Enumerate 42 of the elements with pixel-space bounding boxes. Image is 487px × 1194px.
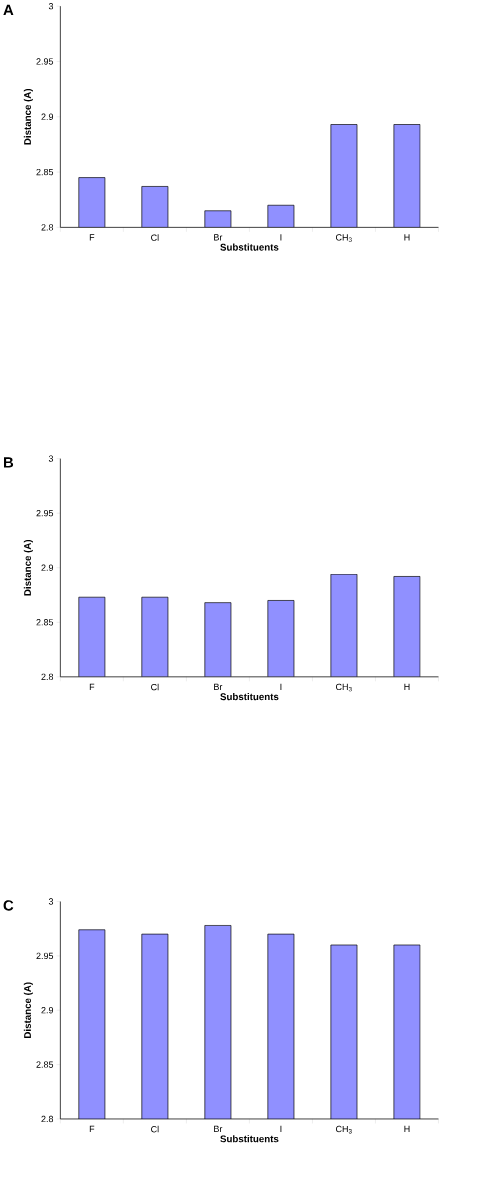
- x-tick-label: F: [89, 1125, 95, 1133]
- y-tick-label: 2.85: [36, 1061, 53, 1068]
- y-tick-label: 2.95: [36, 952, 53, 960]
- x-tick-label: Cl: [150, 234, 159, 241]
- y-axis-title: Distance (A): [23, 539, 33, 596]
- x-tick-label: F: [89, 234, 95, 241]
- y-tick-label: 2.95: [36, 510, 53, 517]
- y-tick-label: 3: [48, 455, 53, 462]
- x-tick-label: CH$_{3}$: [335, 234, 352, 242]
- chart-title: A: [3, 4, 14, 16]
- x-tick-label: I: [280, 683, 282, 690]
- y-tick-label: 2.8: [41, 673, 53, 681]
- x-tick-label: H: [404, 234, 410, 241]
- y-axis-title: Distance (A): [23, 88, 33, 145]
- y-tick-label: 2.85: [36, 619, 53, 626]
- x-tick-label: I: [280, 1125, 282, 1133]
- y-tick-label: 2.9: [41, 113, 53, 120]
- y-axis-title: Distance (A): [23, 982, 33, 1038]
- y-tick-label: 2.8: [41, 224, 53, 231]
- x-axis-title: Substituents: [220, 693, 279, 701]
- x-tick-label: CH$_{3}$: [335, 683, 352, 692]
- y-tick-label: 3: [48, 898, 53, 905]
- y-tick-label: 2.9: [41, 564, 53, 571]
- x-tick-label: Br: [213, 1125, 223, 1133]
- x-tick-label: I: [280, 234, 282, 241]
- x-tick-label: Cl: [150, 683, 159, 691]
- x-tick-label: H: [404, 1125, 410, 1133]
- y-tick-label: 3: [48, 2, 53, 10]
- x-axis-title: Substituents: [220, 1135, 279, 1143]
- x-tick-label: CH$_{3}$: [335, 1125, 352, 1134]
- y-tick-label: 2.95: [36, 58, 53, 65]
- x-tick-label: H: [404, 683, 410, 690]
- y-tick-label: 2.85: [36, 168, 53, 176]
- x-tick-label: Br: [213, 234, 223, 241]
- y-tick-label: 2.8: [41, 1115, 53, 1123]
- y-tick-label: 2.9: [41, 1007, 53, 1014]
- x-tick-label: Br: [213, 683, 223, 690]
- chart-title: C: [3, 900, 14, 911]
- x-axis-title: Substituents: [220, 243, 279, 251]
- x-tick-label: F: [89, 683, 95, 690]
- x-tick-label: Cl: [150, 1125, 159, 1133]
- chart-title: B: [3, 457, 13, 468]
